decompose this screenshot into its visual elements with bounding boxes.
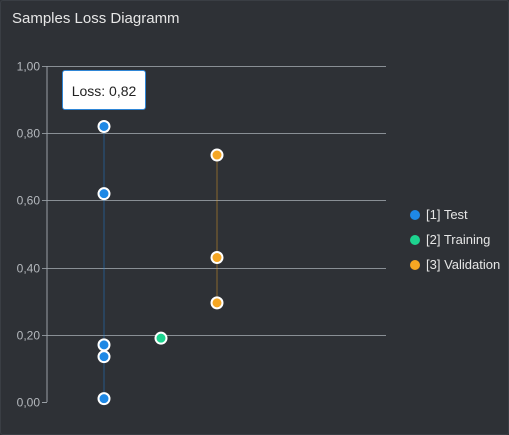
data-point[interactable] — [97, 119, 111, 133]
tooltip: Loss: 0,82 — [62, 70, 146, 110]
legend-item-validation[interactable]: [3] Validation — [408, 252, 500, 277]
data-point[interactable] — [154, 331, 168, 345]
legend-label-training: [2] Training — [426, 232, 491, 247]
legend-swatch-test — [410, 209, 420, 220]
y-tick-label: 0,20 — [17, 329, 41, 343]
chart-title: Samples Loss Diagramm — [12, 10, 180, 27]
y-tick-label: 0,80 — [17, 127, 41, 141]
data-point[interactable] — [210, 148, 224, 162]
series-lines — [103, 126, 218, 399]
data-point[interactable] — [97, 338, 111, 352]
y-axis: 0,00 0,20 0,40 0,60 0,80 1,00 — [17, 60, 48, 410]
y-tick-label: 0,60 — [17, 194, 41, 208]
legend-item-training[interactable]: [2] Training — [408, 227, 500, 252]
legend-swatch-training — [410, 234, 420, 245]
data-point[interactable] — [210, 251, 224, 265]
data-point[interactable] — [97, 392, 111, 406]
y-tick-label: 0,00 — [17, 396, 41, 410]
y-tick-label: 0,40 — [17, 262, 41, 276]
data-point[interactable] — [97, 187, 111, 201]
y-tick-label: 1,00 — [17, 60, 41, 74]
data-points[interactable] — [97, 119, 224, 406]
legend: [1] Test [2] Training [3] Validation — [408, 202, 500, 277]
grid-lines — [42, 66, 386, 403]
legend-swatch-validation — [410, 259, 420, 270]
legend-item-test[interactable]: [1] Test — [408, 202, 500, 227]
legend-label-validation: [3] Validation — [426, 257, 501, 272]
data-point[interactable] — [97, 350, 111, 364]
legend-label-test: [1] Test — [426, 207, 468, 222]
data-point[interactable] — [210, 296, 224, 310]
